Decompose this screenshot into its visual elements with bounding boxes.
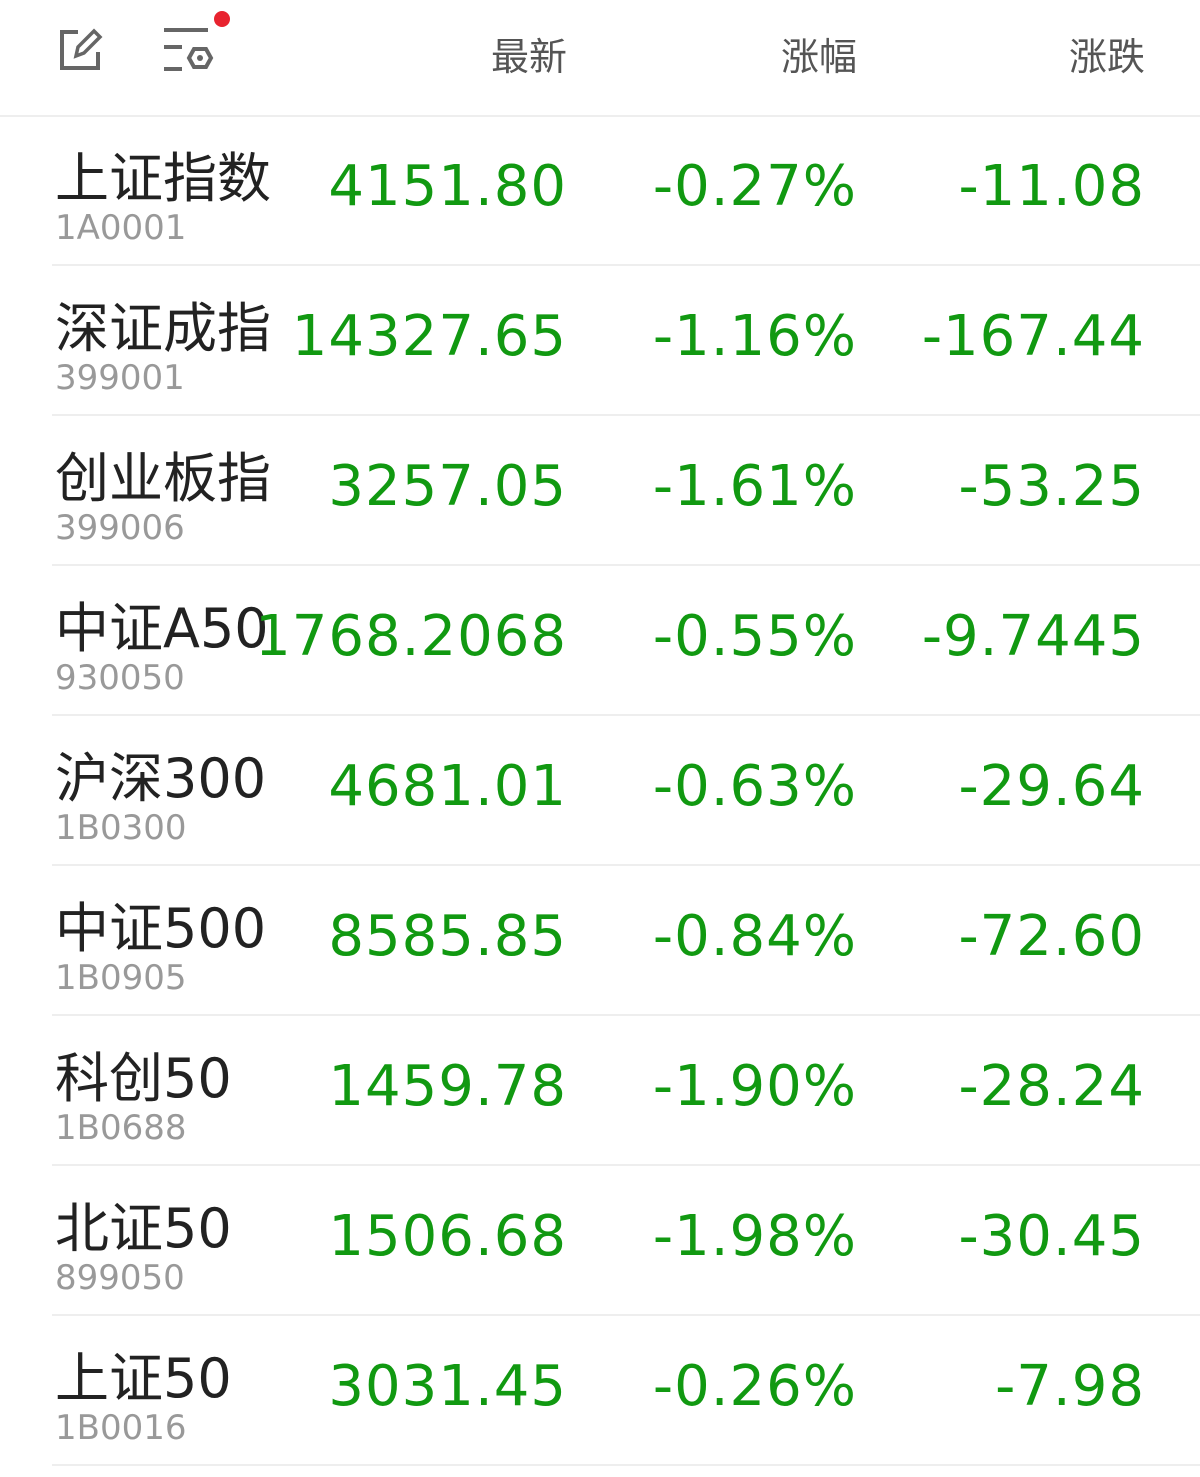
change-amount: -7.98 — [995, 1354, 1145, 1419]
index-code: 1B0688 — [55, 1108, 187, 1148]
index-code: 399006 — [55, 508, 185, 548]
row-divider — [52, 264, 1200, 266]
index-name: 沪深300 — [55, 747, 267, 810]
change-percent: -1.98% — [652, 1204, 857, 1269]
table-row[interactable]: 上证50 1B0016 3031.45 -0.26% -7.98 — [0, 1316, 1200, 1466]
table-row[interactable]: 深证成指 399001 14327.65 -1.16% -167.44 — [0, 266, 1200, 416]
change-percent: -0.63% — [652, 754, 857, 819]
column-header-latest[interactable]: 最新 — [490, 35, 567, 79]
table-row[interactable]: 中证A50 930050 1768.2068 -0.55% -9.7445 — [0, 566, 1200, 716]
row-divider — [52, 1314, 1200, 1316]
index-name: 上证50 — [55, 1347, 232, 1410]
change-amount: -167.44 — [921, 304, 1145, 369]
change-amount: -72.60 — [958, 904, 1145, 969]
row-divider — [52, 414, 1200, 416]
table-row[interactable]: 沪深300 1B0300 4681.01 -0.63% -29.64 — [0, 716, 1200, 866]
index-code: 930050 — [55, 658, 185, 698]
change-percent: -0.84% — [652, 904, 857, 969]
latest-price: 1768.2068 — [255, 604, 567, 669]
change-amount: -30.45 — [958, 1204, 1145, 1269]
change-percent: -1.61% — [652, 454, 857, 519]
table-row[interactable]: 上证指数 1A0001 4151.80 -0.27% -11.08 — [0, 116, 1200, 266]
change-percent: -1.16% — [652, 304, 857, 369]
latest-price: 1459.78 — [328, 1054, 567, 1119]
change-amount: -28.24 — [958, 1054, 1145, 1119]
table-row[interactable]: 中证500 1B0905 8585.85 -0.84% -72.60 — [0, 866, 1200, 1016]
change-amount: -9.7445 — [921, 604, 1145, 669]
change-percent: -0.27% — [652, 154, 857, 219]
index-name: 中证A50 — [55, 597, 269, 660]
change-amount: -53.25 — [958, 454, 1145, 519]
row-divider — [52, 864, 1200, 866]
index-code: 399001 — [55, 358, 185, 398]
index-code: 1B0905 — [55, 958, 187, 998]
row-divider — [52, 1014, 1200, 1016]
table-row[interactable]: 北证50 899050 1506.68 -1.98% -30.45 — [0, 1166, 1200, 1316]
index-code: 1B0300 — [55, 808, 187, 848]
index-code: 899050 — [55, 1258, 185, 1298]
row-divider — [52, 714, 1200, 716]
change-percent: -0.55% — [652, 604, 857, 669]
index-name: 中证500 — [55, 897, 267, 960]
change-percent: -0.26% — [652, 1354, 857, 1419]
index-code: 1B0016 — [55, 1408, 187, 1448]
column-header-change[interactable]: 涨跌 — [1068, 35, 1145, 79]
table-row[interactable]: 创业板指 399006 3257.05 -1.61% -53.25 — [0, 416, 1200, 566]
latest-price: 3257.05 — [328, 454, 567, 519]
index-name: 科创50 — [55, 1047, 232, 1110]
latest-price: 4681.01 — [328, 754, 567, 819]
index-name: 上证指数 — [55, 147, 271, 210]
change-amount: -11.08 — [958, 154, 1145, 219]
row-divider — [52, 1164, 1200, 1166]
table-row[interactable]: 科创50 1B0688 1459.78 -1.90% -28.24 — [0, 1016, 1200, 1166]
index-name: 创业板指 — [55, 447, 271, 510]
index-name: 深证成指 — [55, 297, 271, 360]
latest-price: 14327.65 — [291, 304, 567, 369]
index-code: 1A0001 — [55, 208, 187, 248]
latest-price: 3031.45 — [328, 1354, 567, 1419]
latest-price: 8585.85 — [328, 904, 567, 969]
edit-icon[interactable] — [56, 26, 104, 74]
latest-price: 1506.68 — [328, 1204, 567, 1269]
latest-price: 4151.80 — [328, 154, 567, 219]
table-header: 最新 涨幅 涨跌 — [0, 0, 1200, 117]
row-divider — [52, 564, 1200, 566]
index-name: 北证50 — [55, 1197, 232, 1260]
row-divider — [52, 1464, 1200, 1466]
change-amount: -29.64 — [958, 754, 1145, 819]
filter-settings-icon[interactable] — [160, 10, 236, 76]
column-header-change-percent[interactable]: 涨幅 — [780, 35, 857, 79]
change-percent: -1.90% — [652, 1054, 857, 1119]
notification-dot — [214, 11, 230, 27]
